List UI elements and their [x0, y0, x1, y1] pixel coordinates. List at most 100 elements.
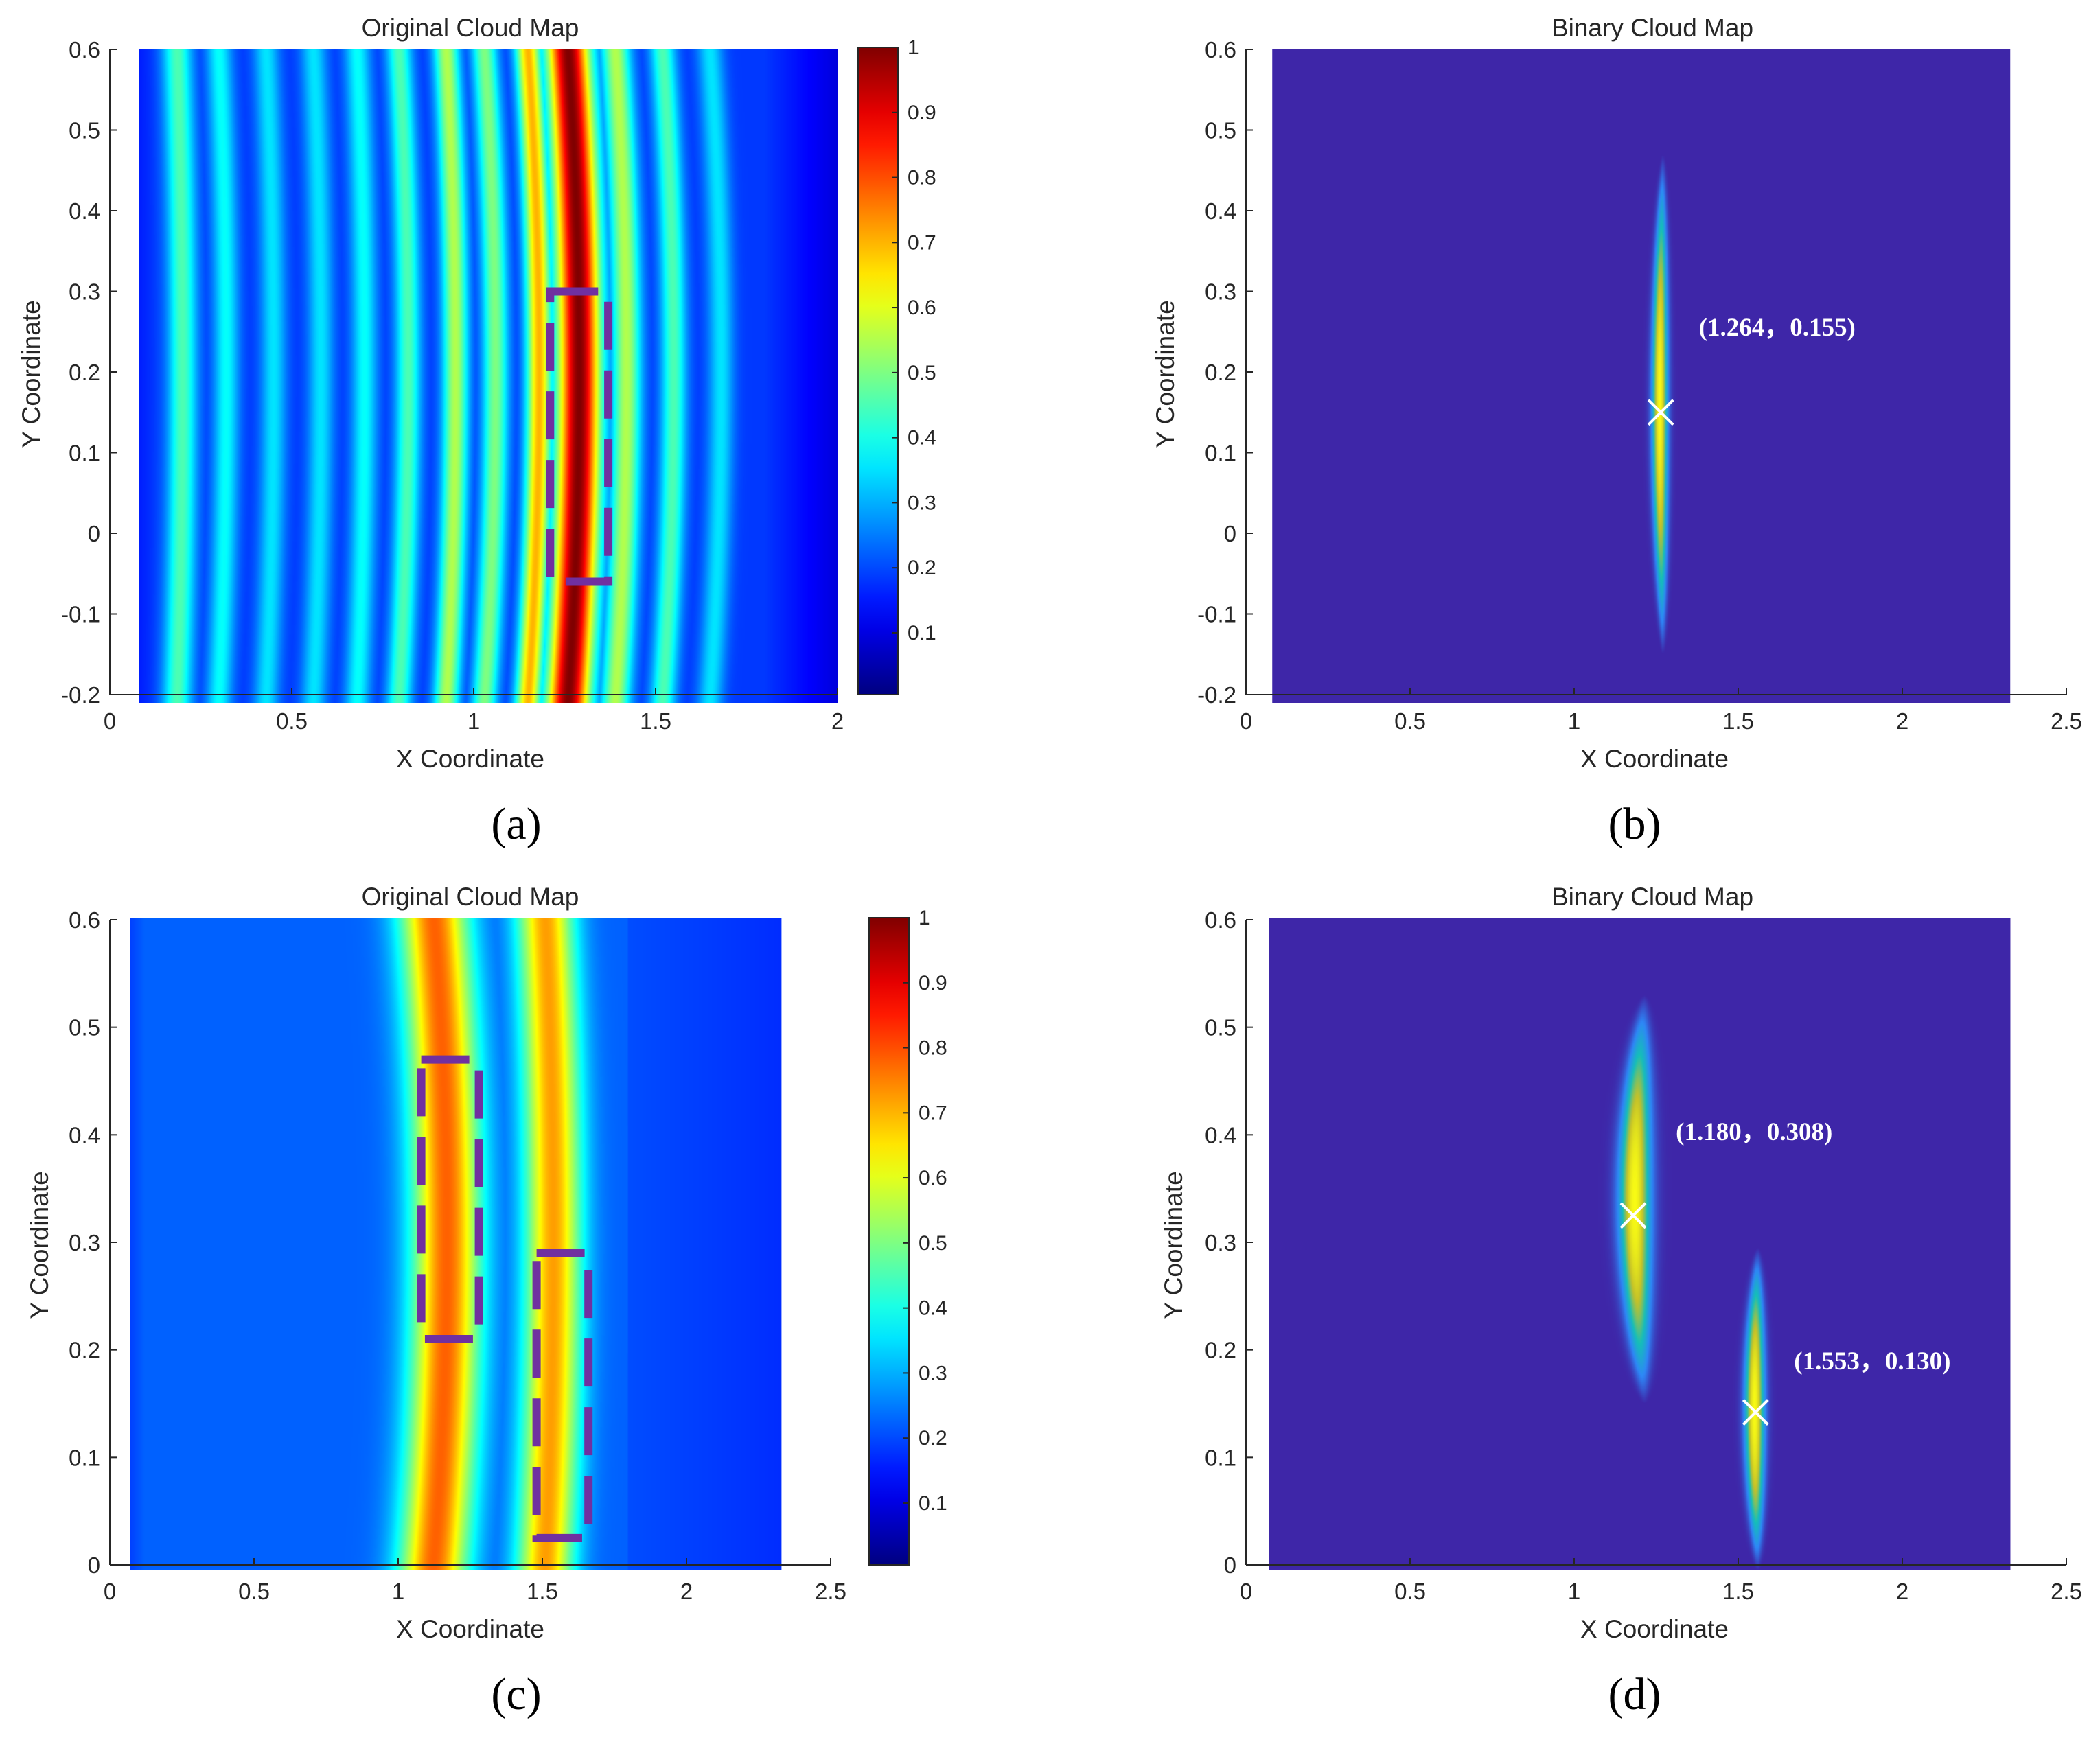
- colorbar-tick-label-c: 0.1: [919, 1492, 947, 1515]
- y-axis-title-d: Y Coordinate: [1159, 1171, 1188, 1319]
- y-tick-label-a: 0.4: [69, 198, 100, 224]
- panel-a: Original Cloud Map 0 0.5 1 1.5 2 -0.2 -0.1 0 0.1…: [17, 14, 936, 849]
- y-tick-label-d: 0.5: [1205, 1015, 1236, 1041]
- colorbar-tick-label-c: 0.5: [919, 1232, 947, 1255]
- y-tick-label-b: -0.1: [1197, 602, 1236, 627]
- plot-title-c: Original Cloud Map: [362, 883, 579, 911]
- x-tick-label-b: 0: [1240, 708, 1252, 734]
- y-tick-label-d: 0.1: [1205, 1445, 1236, 1470]
- x-tick-label-b: 0.5: [1394, 708, 1426, 734]
- y-tick-label-d: 0: [1224, 1553, 1236, 1578]
- colorbar-tick-label-c: 0.2: [919, 1427, 947, 1450]
- x-tick-label-c: 2: [680, 1579, 693, 1604]
- plot-title-d: Binary Cloud Map: [1551, 883, 1753, 911]
- colorbar-tick-label-c: 0.9: [919, 972, 947, 995]
- y-tick-label-a: -0.2: [61, 682, 100, 708]
- colorbar-tick-label-a: 0.2: [908, 557, 936, 579]
- x-tick-label-a: 2: [831, 708, 844, 734]
- plot-area-b: 0 0.5 1 1.5 2 2.5 -0.2 -0.1 0 0.1 0.2 0.3 0.4 0.5 0.6 (…: [1197, 37, 2082, 734]
- y-tick-label-a: -0.1: [61, 602, 100, 627]
- y-tick-label-d: 0.2: [1205, 1338, 1236, 1363]
- y-axis-title-c: Y Coordinate: [25, 1171, 54, 1319]
- x-tick-label-a: 1: [468, 708, 480, 734]
- y-tick-label-d: 0.3: [1205, 1230, 1236, 1255]
- x-axis-title-d: X Coordinate: [1580, 1615, 1729, 1643]
- x-axis-title-b: X Coordinate: [1580, 745, 1729, 773]
- highlight-box-a: [546, 287, 613, 586]
- colorbar-tick-label-c: 0.6: [919, 1167, 947, 1189]
- plot-area-c: 0 0.5 1 1.5 2 2.5 0 0.1 0.2 0.3 0.4 0.5 0.6: [69, 907, 846, 1604]
- y-tick-label-b: 0.5: [1205, 118, 1236, 143]
- x-tick-label-c: 1: [392, 1579, 404, 1604]
- colorbar-tick-label-a: 0.4: [908, 427, 936, 450]
- y-tick-label-b: 0.6: [1205, 37, 1236, 62]
- y-tick-label-c: 0.5: [69, 1015, 100, 1041]
- y-tick-label-b: 0: [1224, 521, 1236, 546]
- colorbar-gradient-c: [868, 917, 910, 1566]
- x-tick-label-d: 2: [1896, 1579, 1908, 1604]
- x-tick-label-d: 2.5: [2051, 1579, 2082, 1604]
- x-tick-label-c: 2.5: [815, 1579, 846, 1604]
- y-tick-label-b: 0.2: [1205, 360, 1236, 385]
- plot-title-b: Binary Cloud Map: [1551, 14, 1753, 42]
- y-tick-label-b: 0.1: [1205, 441, 1236, 466]
- colorbar-tick-label-a: 0.8: [908, 167, 936, 189]
- colorbar-tick-label-a: 0.3: [908, 491, 936, 514]
- colorbar-tick-label-c: 0.3: [919, 1362, 947, 1384]
- x-tick-label-a: 0.5: [276, 708, 308, 734]
- x-tick-label-c: 0: [104, 1579, 116, 1604]
- heatmap-image-d: [1269, 918, 2011, 1570]
- colorbar-tick-label-a: 0.6: [908, 297, 936, 319]
- x-tick-label-b: 1.5: [1722, 708, 1754, 734]
- colorbar-c: 0.1 0.2 0.3 0.4 0.5 0.6 0.7 0.8 0.9 1: [868, 907, 947, 1566]
- x-tick-label-a: 1.5: [640, 708, 671, 734]
- colorbar-tick-label-c: 0.7: [919, 1102, 947, 1124]
- y-tick-label-b: 0.4: [1205, 198, 1236, 224]
- y-tick-label-a: 0.1: [69, 441, 100, 466]
- colorbar-tick-label-a: 0.5: [908, 362, 936, 384]
- x-tick-label-d: 1.5: [1722, 1579, 1754, 1604]
- y-tick-label-b: -0.2: [1197, 682, 1236, 708]
- y-tick-label-c: 0.3: [69, 1230, 100, 1255]
- plot-area-a: 0 0.5 1 1.5 2 -0.2 -0.1 0 0.1 0.2 0.3 0.4 0.5 0.6: [61, 37, 844, 734]
- y-axis-title-a: Y Coordinate: [17, 300, 45, 448]
- x-tick-label-d: 1: [1568, 1579, 1580, 1604]
- highlight-box-c: [532, 1249, 593, 1542]
- peak-label-b: (1.264，0.155): [1699, 314, 1856, 342]
- y-tick-label-c: 0.4: [69, 1122, 100, 1148]
- heatmap-image-a: [139, 49, 838, 703]
- x-tick-label-b: 2.5: [2051, 708, 2082, 734]
- panel-d: Binary Cloud Map 0 0.5 1 1.5 2 2.5 0 0.1 0.2 0.3 0…: [1159, 883, 2082, 1719]
- y-tick-label-b: 0.3: [1205, 279, 1236, 305]
- y-tick-label-d: 0.6: [1205, 907, 1236, 933]
- x-tick-label-d: 0: [1240, 1579, 1252, 1604]
- panel-label-c: (c): [491, 1669, 541, 1719]
- y-tick-label-c: 0.1: [69, 1445, 100, 1470]
- heatmap-image-c: [130, 918, 782, 1570]
- panel-label-a: (a): [491, 799, 541, 849]
- y-tick-label-a: 0.5: [69, 118, 100, 143]
- x-tick-label-b: 2: [1896, 708, 1908, 734]
- y-tick-label-c: 0.6: [69, 907, 100, 933]
- colorbar-tick-label-a: 0.9: [908, 102, 936, 124]
- y-tick-label-a: 0.3: [69, 279, 100, 305]
- colorbar-tick-label-c: 1: [919, 907, 930, 929]
- peak-label-d: (1.180，0.308): [1676, 1118, 1832, 1146]
- x-tick-label-b: 1: [1568, 708, 1580, 734]
- peak-marker-d: [1619, 1202, 1647, 1229]
- panel-c: Original Cloud Map 0 0.5 1 1.5 2 2.500.10.20.…: [25, 883, 947, 1719]
- y-axis-title-b: Y Coordinate: [1151, 300, 1179, 448]
- y-tick-label-a: 0: [88, 521, 100, 546]
- x-tick-label-c: 1.5: [527, 1579, 558, 1604]
- y-tick-label-a: 0.6: [69, 37, 100, 62]
- x-tick-label-a: 0: [104, 708, 116, 734]
- panel-b: Binary Cloud Map 0 0.5 1 1.5 2 2.5 -0.2 -0.1 0 0.…: [1151, 14, 2082, 849]
- colorbar-tick-label-a: 0.7: [908, 231, 936, 254]
- colorbar-tick-label-a: 0.1: [908, 622, 936, 644]
- panel-label-b: (b): [1608, 799, 1661, 849]
- plot-area-d: 0 0.5 1 1.5 2 2.5 0 0.1 0.2 0.3 0.4 0.5 0.6 (1.180，0.…: [1205, 907, 2082, 1604]
- colorbar-tick-label-a: 1: [908, 36, 919, 59]
- x-axis-title-c: X Coordinate: [396, 1615, 544, 1643]
- x-axis-title-a: X Coordinate: [396, 745, 544, 773]
